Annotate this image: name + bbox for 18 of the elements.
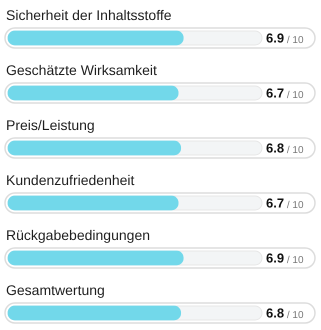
text: / 10 bbox=[284, 90, 304, 101]
text: / 10 bbox=[284, 144, 304, 156]
data-label: 6.7 bbox=[266, 86, 284, 101]
text: / 10 bbox=[284, 254, 304, 266]
y-tick-label: Kundenzufriedenheit bbox=[6, 172, 135, 188]
text: / 10 bbox=[284, 200, 304, 211]
data-label: 6.8 bbox=[266, 140, 284, 156]
data-label: 6.9 bbox=[266, 250, 284, 266]
text: / 10 bbox=[284, 310, 304, 321]
y-tick-label: Rückgabebedingungen bbox=[6, 227, 150, 243]
data-label: 6.7 bbox=[266, 196, 284, 211]
y-tick-label: Sicherheit der Inhaltsstoffe bbox=[6, 7, 172, 23]
y-tick-label: Geschätzte Wirksamkeit bbox=[6, 62, 158, 78]
data-label: 6.8 bbox=[266, 306, 284, 321]
data-label: 6.9 bbox=[266, 30, 284, 46]
y-tick-label: Preis/Leistung bbox=[6, 117, 95, 133]
y-tick-label: Gesamtwertung bbox=[6, 282, 105, 298]
text: / 10 bbox=[284, 34, 304, 46]
